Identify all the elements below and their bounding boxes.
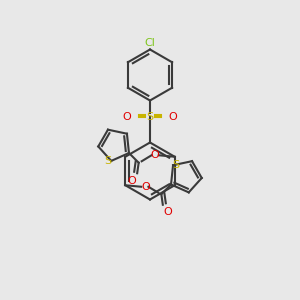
Text: S: S: [105, 156, 112, 166]
Text: O: O: [163, 207, 172, 217]
Text: O: O: [122, 112, 131, 122]
Text: O: O: [150, 150, 159, 160]
Text: Cl: Cl: [145, 38, 155, 48]
Text: S: S: [172, 160, 180, 170]
Text: S: S: [146, 112, 154, 122]
Text: O: O: [141, 182, 150, 192]
Text: O: O: [128, 176, 136, 186]
Text: O: O: [169, 112, 178, 122]
